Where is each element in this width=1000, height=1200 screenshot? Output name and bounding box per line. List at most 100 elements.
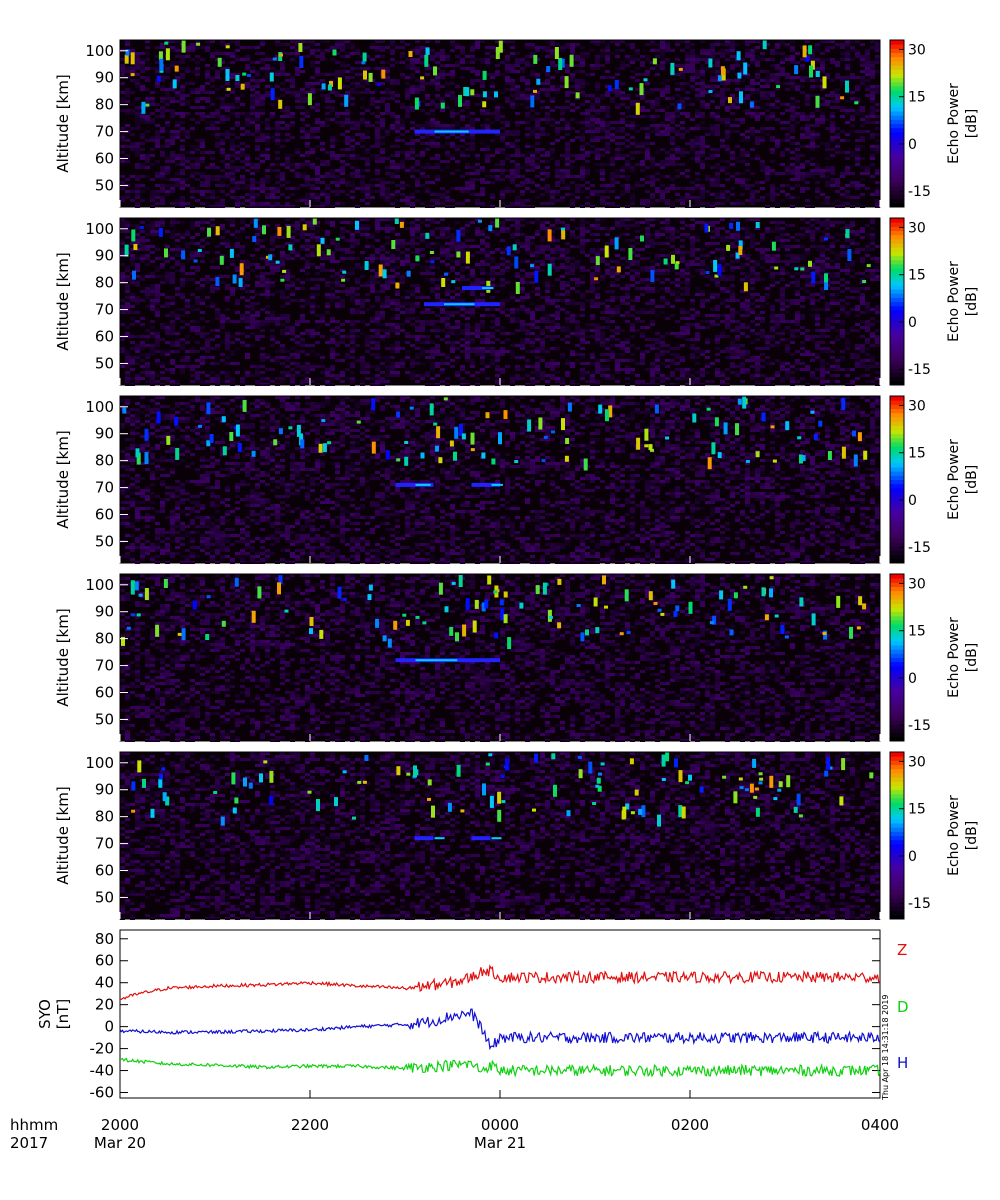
y-tick-label: 90 [95, 603, 114, 621]
magnetometer-panel: -60 -40 -20 0 20 40 60 80 SYO [nT] Z D H [36, 929, 909, 1102]
series-line-H [119, 1008, 881, 1051]
colorbar-tick-label: 15 [908, 802, 926, 818]
colorbar-tick-label: -15 [908, 184, 931, 200]
x-date-label: Mar 20 [94, 1134, 146, 1152]
colorbar-tick-label: 0 [908, 671, 917, 687]
y-axis-label: SYO [36, 999, 54, 1029]
y-tick-label: 90 [95, 247, 114, 265]
colorbar-tick-label: 0 [908, 137, 917, 153]
spectrogram-panel: 50 60 70 80 90 100 Altitude [km] -15 0 15 30 Echo P… [54, 573, 980, 742]
y-tick-label: 50 [95, 354, 114, 372]
noise-field [120, 574, 880, 742]
series-line-D [119, 1057, 881, 1078]
y-tick-label: -40 [90, 1062, 115, 1080]
y-tick-label: 90 [95, 425, 114, 443]
series-label-H: H [897, 1054, 908, 1072]
colorbar-tick-label: 15 [908, 624, 926, 640]
colorbar-tick-label: -15 [908, 896, 931, 912]
colorbar-unit: [dB] [964, 821, 980, 850]
y-tick-label: 80 [95, 930, 114, 948]
spectrogram-panel: 50 60 70 80 90 100 Altitude [km] -15 0 15 30 Echo P… [54, 395, 980, 564]
colorbar-tick-label: 0 [908, 493, 917, 509]
colorbar-tick-label: 30 [908, 398, 926, 414]
spectrogram-panels: 50 60 70 80 90 100 Altitude [km] -15 0 15 30 Echo P… [54, 39, 980, 920]
y-tick-label: -20 [90, 1040, 115, 1058]
colorbar-label: Echo Power [946, 261, 962, 342]
y-tick-label: 80 [95, 808, 114, 826]
y-tick-label: 90 [95, 69, 114, 87]
y-axis-label: Altitude [km] [54, 786, 72, 884]
noise-field [120, 218, 880, 386]
echo-layer-core [434, 837, 445, 840]
colorbar-tick-label: 15 [908, 90, 926, 106]
hhmm-label: hhmm [10, 1116, 58, 1134]
echo-layer-core [434, 130, 469, 133]
echo-layer-core [491, 837, 502, 840]
x-tick-label: 0400 [861, 1116, 899, 1134]
y-tick-label: 100 [85, 576, 114, 594]
y-tick-label: 70 [95, 301, 114, 319]
line-plot-frame [119, 929, 881, 1099]
echo-speckles [131, 752, 874, 827]
echo-speckles [124, 40, 859, 115]
echo-layer [471, 836, 491, 841]
colorbar-tick-label: 30 [908, 754, 926, 770]
echo-layer-core [444, 303, 475, 306]
y-tick-label: 50 [95, 888, 114, 906]
colorbar: -15 0 15 30 Echo Power [dB] [889, 217, 980, 386]
x-tick-label: 0200 [671, 1116, 709, 1134]
colorbar-tick-label: 0 [908, 315, 917, 331]
y-tick-label: 100 [85, 42, 114, 60]
echo-layer-core [415, 483, 431, 486]
y-tick-label: 70 [95, 835, 114, 853]
colorbar-label: Echo Power [946, 617, 962, 698]
colorbar-tick-label: 30 [908, 220, 926, 236]
y-tick-label: 80 [95, 630, 114, 648]
colorbar: -15 0 15 30 Echo Power [dB] [889, 395, 980, 564]
colorbar-tick-label: -15 [908, 540, 931, 556]
series-label-Z: Z [897, 941, 907, 959]
echo-layer [395, 482, 434, 487]
y-tick-label: 80 [95, 452, 114, 470]
x-tick-label: 2200 [291, 1116, 329, 1134]
colorbar-label: Echo Power [946, 439, 962, 520]
x-date-label: Mar 21 [474, 1134, 526, 1152]
spectrogram-panel: 50 60 70 80 90 100 Altitude [km] -15 0 15 30 Echo P… [54, 217, 980, 386]
y-tick-label: 100 [85, 220, 114, 238]
y-tick-label: 50 [95, 710, 114, 728]
y-tick-label: 60 [95, 506, 114, 524]
echo-speckles [124, 218, 871, 294]
y-tick-label: 20 [95, 996, 114, 1014]
echo-layer [471, 482, 500, 487]
colorbar: -15 0 15 30 Echo Power [dB] [889, 573, 980, 742]
y-tick-label: 80 [95, 274, 114, 292]
echo-layer-core [415, 659, 458, 662]
y-tick-label: 60 [95, 328, 114, 346]
colorbar-tick-label: 0 [908, 849, 917, 865]
series-label-D: D [897, 998, 909, 1016]
series-line-Z [119, 963, 881, 1001]
colorbar-unit: [dB] [964, 109, 980, 138]
echo-layer [462, 286, 491, 291]
y-tick-label: 100 [85, 398, 114, 416]
y-axis-label: Altitude [km] [54, 608, 72, 706]
x-tick-label: 2000 [101, 1116, 139, 1134]
echo-layer [414, 836, 434, 841]
y-axis-label: Altitude [km] [54, 252, 72, 350]
colorbar: -15 0 15 30 Echo Power [dB] [889, 751, 980, 920]
timestamp: Thu Apr 18 14:31:18 2019 [881, 994, 890, 1101]
colorbar-tick-label: 15 [908, 446, 926, 462]
year-label: 2017 [10, 1134, 48, 1152]
y-axis-label: Altitude [km] [54, 430, 72, 528]
y-tick-label: 60 [95, 684, 114, 702]
y-tick-label: 100 [85, 754, 114, 772]
y-tick-label: 60 [95, 150, 114, 168]
spectrogram-panel: 50 60 70 80 90 100 Altitude [km] -15 0 15 30 Echo P… [54, 39, 980, 208]
colorbar-tick-label: -15 [908, 362, 931, 378]
colorbar-unit: [dB] [964, 643, 980, 672]
y-axis-label: Altitude [km] [54, 74, 72, 172]
y-tick-label: 0 [104, 1018, 114, 1036]
y-tick-label: 90 [95, 781, 114, 799]
